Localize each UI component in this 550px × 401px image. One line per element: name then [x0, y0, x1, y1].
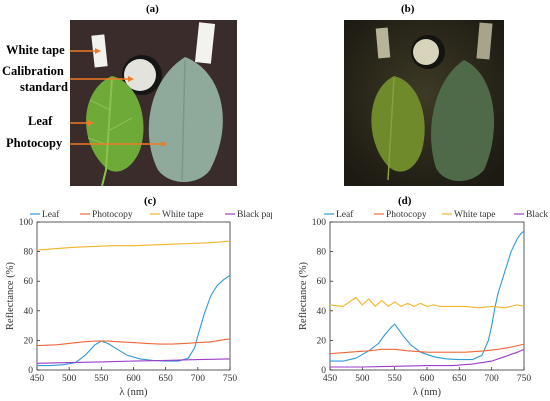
- plot-frame: [329, 221, 525, 371]
- series-line-leaf: [37, 274, 231, 367]
- annotation-standard: standard: [20, 80, 68, 94]
- photo-b: [344, 20, 504, 186]
- x-tick-label: 500: [355, 374, 370, 384]
- panel-label-a: (a): [146, 3, 159, 15]
- legend-label: White tape: [454, 210, 495, 220]
- photo-b-image: [344, 20, 504, 186]
- legend-label: Photocopy: [92, 210, 133, 220]
- x-tick-label: 500: [62, 374, 77, 384]
- panel-label-d: (d): [398, 195, 412, 207]
- photo-a: [70, 20, 237, 187]
- y-tick-label: 100: [19, 218, 34, 228]
- y-tick-label: 20: [317, 336, 327, 346]
- y-axis-label: Reflectance (%): [5, 262, 16, 330]
- x-tick-label: 450: [30, 374, 45, 384]
- annotation-white-tape: White tape: [6, 43, 65, 57]
- y-tick-label: 100: [312, 218, 327, 228]
- y-tick-label: 80: [317, 248, 327, 258]
- x-tick-label: 450: [323, 374, 338, 384]
- legend-label: Leaf: [336, 209, 354, 220]
- chart-d: 450 500 550 600 650 700 750 0 20 40 60 80 100 λ (nm) R…: [298, 209, 550, 398]
- y-tick-label: 40: [317, 307, 327, 317]
- y-axis-label: Reflectance (%): [298, 262, 309, 330]
- annotation-photocopy: Photocopy: [6, 136, 63, 150]
- legend-label: White tape: [162, 210, 203, 220]
- y-tick-label: 0: [321, 366, 326, 376]
- panel-label-c: (c): [144, 195, 157, 207]
- series-line-leaf: [330, 230, 525, 362]
- x-axis-label: λ (nm): [413, 387, 442, 398]
- plot-frame: [36, 221, 231, 371]
- legend-label: Leaf: [42, 209, 60, 220]
- x-tick-label: 650: [159, 374, 174, 384]
- series-line-white-tape: [329, 296, 525, 309]
- series-line-black-paper: [330, 348, 525, 368]
- x-tick-label: 650: [452, 374, 467, 384]
- x-tick-label: 550: [94, 374, 109, 384]
- y-tick-label: 60: [317, 277, 327, 287]
- panel-label-b: (b): [401, 3, 415, 15]
- y-tick-label: 40: [24, 307, 34, 317]
- y-tick-label: 60: [24, 277, 34, 287]
- legend-label: Photocopy: [386, 210, 427, 220]
- photo-a-image: [70, 20, 237, 187]
- chart-c: 450 500 550 600 650 700 750 0 20 40 60 80 100 λ (nm) R…: [5, 209, 272, 398]
- x-tick-label: 600: [126, 374, 141, 384]
- x-tick-label: 750: [517, 374, 532, 384]
- annotation-calibration: Calibration: [2, 64, 64, 78]
- y-tick-label: 80: [24, 248, 34, 258]
- series-line-photocopy: [329, 343, 525, 355]
- x-tick-label: 700: [191, 374, 206, 384]
- series-line-white-tape: [36, 240, 231, 251]
- y-tick-label: 20: [24, 336, 34, 346]
- x-tick-label: 600: [420, 374, 435, 384]
- x-tick-label: 750: [223, 374, 238, 384]
- legend-label: Black paper: [526, 210, 550, 220]
- legend-label: Black paper: [237, 210, 272, 220]
- x-tick-label: 550: [388, 374, 403, 384]
- y-tick-label: 0: [28, 366, 33, 376]
- series-line-photocopy: [36, 338, 231, 347]
- annotation-leaf: Leaf: [28, 114, 53, 128]
- series-line-black-paper: [36, 358, 231, 364]
- x-axis-label: λ (nm): [119, 387, 148, 398]
- x-tick-label: 700: [485, 374, 500, 384]
